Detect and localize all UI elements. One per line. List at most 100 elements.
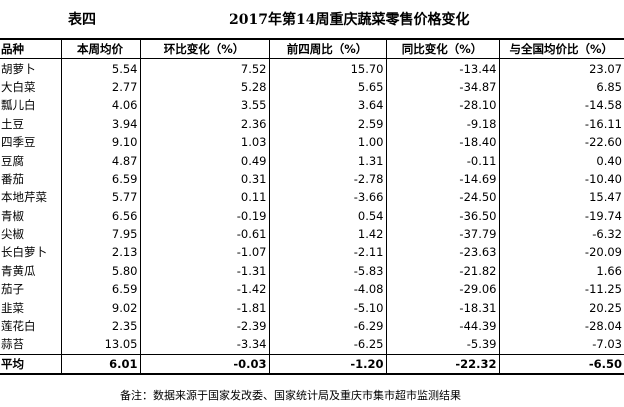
table-row: 青黄瓜 5.80 -1.31 -5.83 -21.82 1.66 (0, 261, 624, 281)
table-row: 本地芹菜 5.77 0.11 -3.66 -24.50 15.47 (0, 188, 624, 207)
variety-cell: 大白菜 (0, 77, 62, 97)
yoy-change-cell: -14.69 (386, 169, 500, 189)
table-row: 胡萝卜 5.54 7.52 15.70 -13.44 23.07 (0, 58, 624, 78)
title-row: 表四 2017年第14周重庆蔬菜零售价格变化 (0, 0, 624, 38)
table-row: 韭菜 9.02 -1.81 -5.10 -18.31 20.25 (0, 298, 624, 317)
weekly-avg-cell: 5.54 (61, 58, 141, 78)
vs-national-cell: 6.85 (596, 79, 622, 94)
column-header-variety: 品种 (0, 38, 62, 60)
yoy-change-cell: -13.44 (386, 58, 500, 78)
variety-cell: 本地芹菜 (0, 188, 62, 207)
wow-change-cell: 5.28 (140, 77, 270, 97)
weekly-avg-cell: 4.06 (61, 96, 141, 115)
vs-4-weeks-cell: -6.25 (269, 335, 387, 355)
variety-cell: 青黄瓜 (0, 261, 62, 281)
vs-national-cell: -7.03 (592, 337, 622, 352)
wow-change-cell: -0.61 (140, 224, 270, 244)
variety-cell: 蒜苔 (0, 335, 62, 355)
yoy-change-cell: -36.50 (386, 206, 500, 225)
yoy-change-cell: -5.39 (386, 335, 500, 355)
table-row: 豆腐 4.87 0.49 1.31 -0.11 0.40 (0, 151, 624, 170)
vs-4-weeks-cell: -2.78 (269, 169, 387, 189)
yoy-change-cell: -37.79 (386, 224, 500, 244)
vs-national-cell: 15.47 (589, 190, 622, 205)
yoy-change-cell: -0.11 (386, 151, 500, 170)
vs-national-cell: -19.74 (584, 208, 622, 223)
average-row: 平均 6.01 -0.03 -1.20 -22.32 -6.50 (0, 353, 624, 376)
weekly-avg-cell: 2.35 (61, 316, 141, 336)
variety-cell: 胡萝卜 (0, 58, 62, 78)
table-row: 蒜苔 13.05 -3.34 -6.25 -5.39 -7.03 (0, 335, 624, 355)
weekly-avg-cell: 6.59 (61, 169, 141, 189)
average-vs-4-weeks: -1.20 (269, 353, 387, 376)
weekly-avg-cell: 9.02 (61, 298, 141, 317)
vs-national-cell: -20.09 (584, 245, 622, 260)
wow-change-cell: -1.81 (140, 298, 270, 317)
average-yoy-change: -22.32 (386, 353, 500, 376)
wow-change-cell: 0.31 (140, 169, 270, 189)
table-label: 表四 (68, 12, 96, 28)
vs-national-cell: 23.07 (589, 61, 622, 76)
weekly-avg-cell: 5.80 (61, 261, 141, 281)
variety-cell: 莲花白 (0, 316, 62, 336)
yoy-change-cell: -29.06 (386, 280, 500, 299)
wow-change-cell: 2.36 (140, 114, 270, 133)
variety-cell: 茄子 (0, 280, 62, 299)
yoy-change-cell: -18.31 (386, 298, 500, 317)
price-table: 品种 本周均价 环比变化（%） 前四周比（%） 同比变化（%） 与全国均价比（%… (0, 38, 624, 376)
weekly-avg-cell: 6.59 (61, 280, 141, 299)
table-row: 尖椒 7.95 -0.61 1.42 -37.79 -6.32 (0, 224, 624, 244)
column-header-vs-national: 与全国均价比（%） (499, 38, 624, 60)
vs-national-cell: -28.04 (584, 319, 622, 334)
weekly-avg-cell: 4.87 (61, 151, 141, 170)
vs-national-cell: 1.66 (596, 263, 622, 278)
wow-change-cell: 3.55 (140, 96, 270, 115)
vs-4-weeks-cell: 5.65 (269, 77, 387, 97)
column-header-vs-4-weeks: 前四周比（%） (269, 38, 387, 60)
vs-4-weeks-cell: 1.42 (269, 224, 387, 244)
yoy-change-cell: -34.87 (386, 77, 500, 97)
vs-national-cell: 0.40 (596, 153, 622, 168)
yoy-change-cell: -24.50 (386, 188, 500, 207)
vs-4-weeks-cell: -5.10 (269, 298, 387, 317)
yoy-change-cell: -28.10 (386, 96, 500, 115)
table-row: 番茄 6.59 0.31 -2.78 -14.69 -10.40 (0, 169, 624, 189)
vs-4-weeks-cell: 3.64 (269, 96, 387, 115)
yoy-change-cell: -21.82 (386, 261, 500, 281)
weekly-avg-cell: 5.77 (61, 188, 141, 207)
variety-cell: 韭菜 (0, 298, 62, 317)
table-row: 土豆 3.94 2.36 2.59 -9.18 -16.11 (0, 114, 624, 133)
yoy-change-cell: -9.18 (386, 114, 500, 133)
vs-national-cell: -6.32 (592, 227, 622, 242)
yoy-change-cell: -44.39 (386, 316, 500, 336)
table-row: 大白菜 2.77 5.28 5.65 -34.87 6.85 (0, 77, 624, 97)
vs-national-cell: -22.60 (584, 135, 622, 150)
wow-change-cell: -1.42 (140, 280, 270, 299)
weekly-avg-cell: 2.13 (61, 243, 141, 262)
table-title: 2017年第14周重庆蔬菜零售价格变化 (229, 12, 470, 28)
variety-cell: 尖椒 (0, 224, 62, 244)
table-row: 莲花白 2.35 -2.39 -6.29 -44.39 -28.04 (0, 316, 624, 336)
footnote: 备注：数据来源于国家发改委、国家统计局及重庆市集市超市监测结果 (120, 389, 461, 402)
vs-national-cell: -14.58 (584, 98, 622, 113)
wow-change-cell: -3.34 (140, 335, 270, 355)
wow-change-cell: 0.11 (140, 188, 270, 207)
header-row: 品种 本周均价 环比变化（%） 前四周比（%） 同比变化（%） 与全国均价比（%… (0, 38, 624, 60)
wow-change-cell: 0.49 (140, 151, 270, 170)
yoy-change-cell: -18.40 (386, 132, 500, 152)
wow-change-cell: 1.03 (140, 132, 270, 152)
vs-4-weeks-cell: 15.70 (269, 58, 387, 78)
weekly-avg-cell: 3.94 (61, 114, 141, 133)
average-vs-national: -6.50 (499, 353, 624, 376)
wow-change-cell: -0.19 (140, 206, 270, 225)
vs-4-weeks-cell: -3.66 (269, 188, 387, 207)
vs-4-weeks-cell: 2.59 (269, 114, 387, 133)
wow-change-cell: -1.07 (140, 243, 270, 262)
weekly-avg-cell: 13.05 (61, 335, 141, 355)
weekly-avg-cell: 7.95 (61, 224, 141, 244)
average-wow-change: -0.03 (140, 353, 270, 376)
variety-cell: 四季豆 (0, 132, 62, 152)
variety-cell: 瓢儿白 (0, 96, 62, 115)
vs-national-cell: -10.40 (584, 171, 622, 186)
